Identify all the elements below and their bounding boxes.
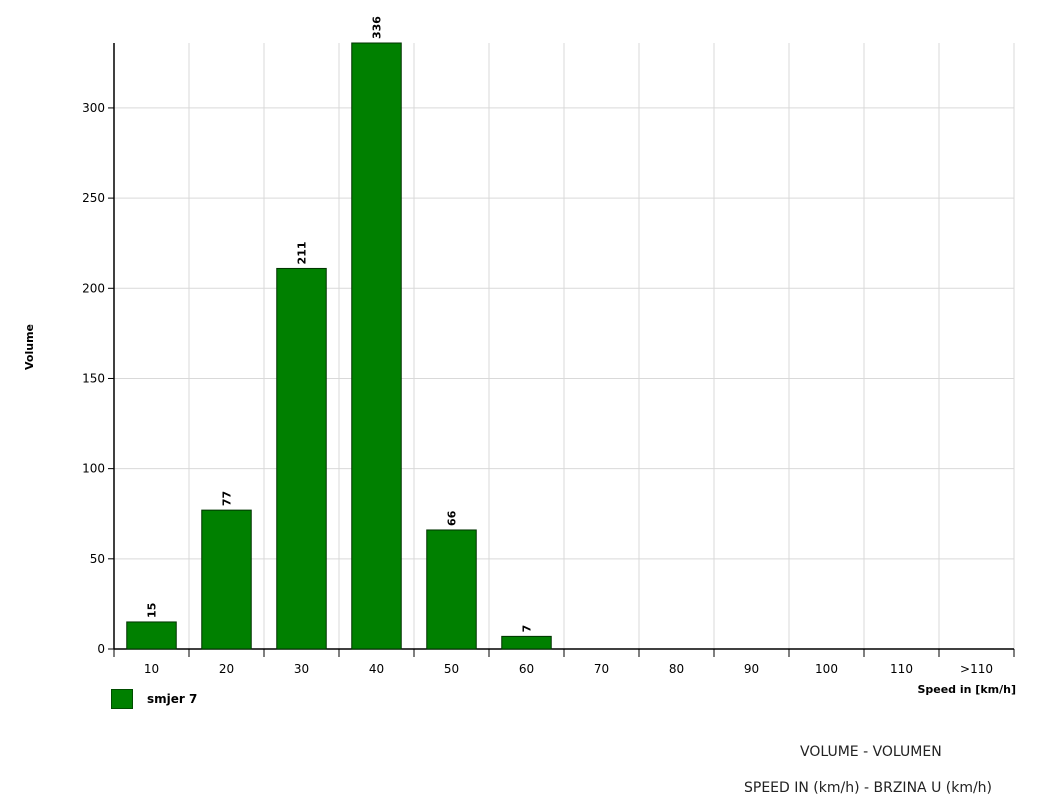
data-label: 15 bbox=[146, 603, 159, 618]
footer-subtitle: SPEED IN (km/h) - BRZINA U (km/h) bbox=[744, 780, 993, 796]
data-label: 211 bbox=[296, 241, 309, 264]
footer-title: VOLUME - VOLUMEN bbox=[800, 744, 942, 760]
y-tick-label: 200 bbox=[82, 281, 105, 295]
bar bbox=[276, 267, 327, 650]
y-tick-label: 50 bbox=[90, 552, 105, 566]
bar bbox=[426, 529, 477, 650]
x-tick-label: 20 bbox=[219, 662, 234, 676]
y-axis-label: Volume bbox=[23, 324, 36, 370]
y-tick-label: 100 bbox=[82, 462, 105, 476]
bar bbox=[201, 509, 252, 650]
x-tick-label: 40 bbox=[369, 662, 384, 676]
y-tick-label: 250 bbox=[82, 191, 105, 205]
bar bbox=[501, 635, 552, 650]
y-tick-label: 0 bbox=[97, 642, 105, 656]
x-tick-label: 50 bbox=[444, 662, 459, 676]
x-tick-label: 30 bbox=[294, 662, 309, 676]
data-label: 77 bbox=[221, 491, 234, 506]
x-tick-label: 70 bbox=[594, 662, 609, 676]
x-tick-label: 90 bbox=[744, 662, 759, 676]
legend: smjer 7 bbox=[111, 689, 197, 709]
legend-swatch bbox=[111, 689, 133, 709]
bar bbox=[126, 621, 177, 650]
data-label: 336 bbox=[371, 16, 384, 39]
y-tick-label: 150 bbox=[82, 371, 105, 385]
data-label: 7 bbox=[521, 625, 534, 633]
x-tick-label: 110 bbox=[890, 662, 913, 676]
x-tick-label: 80 bbox=[669, 662, 684, 676]
x-tick-label: >110 bbox=[960, 662, 993, 676]
x-tick-label: 100 bbox=[815, 662, 838, 676]
x-tick-label: 10 bbox=[144, 662, 159, 676]
bar bbox=[351, 42, 402, 650]
x-axis-label: Speed in [km/h] bbox=[917, 683, 1016, 696]
x-tick-label: 60 bbox=[519, 662, 534, 676]
bar-chart: 0 50 100 150 200 250 300 10 20 30 40 50 60 70 80 90 100 1… bbox=[82, 16, 1016, 696]
legend-label: smjer 7 bbox=[147, 692, 198, 706]
y-tick-label: 300 bbox=[82, 101, 105, 115]
data-label: 66 bbox=[446, 510, 459, 526]
